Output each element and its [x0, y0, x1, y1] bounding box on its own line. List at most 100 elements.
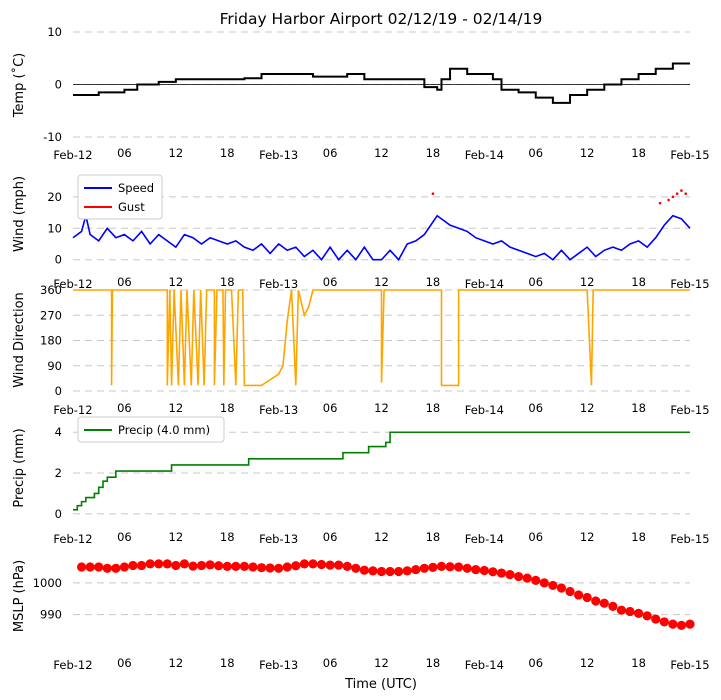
mslp-point [471, 564, 481, 575]
mslp-point [85, 562, 95, 572]
mslp-point [205, 560, 215, 570]
wdir-xtick-label: 12 [580, 401, 595, 415]
mslp-point [325, 560, 335, 570]
temp-ylabel: Temp (˚C) [11, 53, 27, 119]
wdir-xtick-label: Feb-14 [465, 403, 504, 417]
precip-ytick-label: 4 [55, 425, 62, 439]
mslp-point [385, 566, 395, 577]
wdir-ytick-label: 0 [55, 384, 62, 398]
mslp-point [556, 583, 567, 593]
mslp-point [428, 562, 438, 572]
mslp-point [548, 580, 558, 591]
mslp-point [265, 563, 275, 573]
wind-xtick-label: 12 [580, 275, 595, 289]
mslp-xtick-label: 06 [117, 656, 132, 670]
mslp-point [488, 567, 498, 577]
wind-ytick-label: 10 [47, 221, 62, 235]
mslp-point [351, 563, 361, 573]
mslp-point [573, 590, 584, 600]
mslp-point [616, 605, 627, 615]
wind-xtick-label: Feb-15 [670, 277, 709, 291]
wdir-ytick-label: 180 [40, 334, 62, 348]
temp-xtick-label: Feb-13 [259, 148, 298, 162]
mslp-point [291, 561, 301, 571]
wdir-xtick-label: 18 [426, 401, 441, 415]
temp-xtick-label: 12 [374, 146, 389, 160]
wind-ylabel: Wind (mph) [12, 176, 27, 252]
mslp-point [531, 575, 541, 585]
precip-ylabel: Precip (mm) [12, 428, 27, 507]
precip-xtick-label: 06 [117, 530, 132, 544]
wdir-xtick-label: Feb-15 [670, 403, 709, 417]
mslp-xtick-label: 12 [374, 656, 389, 670]
mslp-point [171, 560, 181, 571]
temp-xtick-label: 06 [528, 146, 543, 160]
mslp-point [256, 563, 267, 573]
temp-ytick-label: -10 [43, 130, 62, 144]
x-axis-label: Time (UTC) [344, 677, 417, 692]
mslp-point [282, 562, 292, 572]
mslp-point [394, 566, 404, 577]
mslp-xtick-label: 12 [169, 656, 184, 670]
precip-panel: 0 2 4 Precip (mm) Feb-12 06 12 18 Feb-13 06 12 18 Fe… [12, 416, 710, 546]
mslp-panel: 990 1000 MSLP (hPa) Feb-12 06 12 18 Feb-13 06 12 1… [12, 559, 710, 672]
mslp-point [111, 563, 121, 573]
mslp-point [633, 608, 644, 618]
precip-xtick-label: Feb-14 [465, 532, 504, 546]
mslp-xtick-label: Feb-13 [259, 658, 298, 672]
wdir-ylabel: Wind Direction [12, 292, 27, 388]
precip-ytick-label: 2 [55, 466, 62, 480]
mslp-ytick-label: 990 [40, 608, 62, 622]
mslp-point [376, 566, 387, 577]
wind-xtick-label: 06 [323, 275, 338, 289]
wind-xtick-label: 18 [426, 275, 441, 289]
mslp-point [368, 566, 378, 576]
mslp-point [316, 559, 327, 570]
wdir-xtick-label: 12 [169, 401, 184, 415]
precip-xtick-label: 12 [169, 530, 184, 544]
wdir-xtick-label: 18 [220, 401, 235, 415]
mslp-point [496, 568, 507, 578]
wind-xtick-label: 12 [169, 275, 184, 289]
mslp-xtick-label: 12 [580, 656, 595, 670]
mslp-point [154, 559, 164, 569]
mslp-point [651, 614, 661, 624]
mslp-point [222, 561, 232, 572]
wind-xtick-label: Feb-13 [259, 277, 298, 291]
gust-point [431, 192, 435, 196]
precip-xtick-label: Feb-12 [53, 532, 92, 546]
wdir-ytick-label: 90 [47, 359, 62, 373]
wind-xtick-label: 06 [117, 275, 132, 289]
gust-point [680, 189, 683, 192]
temp-panel: -10 0 10 Temp (˚C) Feb-12 06 12 18 Feb-13 06 12 18 F… [11, 25, 710, 162]
wind-xtick-label: Feb-12 [53, 277, 92, 291]
temp-xtick-label: 06 [323, 146, 338, 160]
precip-xtick-label: Feb-15 [670, 532, 709, 546]
wind-legend-label: Gust [118, 200, 145, 214]
temp-xtick-label: 12 [580, 146, 595, 160]
mslp-point [76, 562, 87, 572]
mslp-point [505, 570, 515, 580]
wdir-ytick-label: 270 [40, 308, 62, 322]
temp-xtick-label: 18 [631, 146, 646, 160]
temp-series-line [73, 62, 690, 104]
mslp-point [248, 562, 258, 572]
wind-xtick-label: Feb-14 [465, 277, 504, 291]
mslp-point [136, 560, 147, 571]
mslp-point [128, 560, 138, 571]
gust-point [671, 195, 675, 199]
mslp-point [668, 619, 678, 629]
wdir-xtick-label: 18 [631, 401, 646, 415]
mslp-xtick-label: 06 [528, 656, 543, 670]
mslp-point [359, 565, 369, 575]
precip-xtick-label: Feb-13 [259, 532, 298, 546]
gust-point [675, 192, 679, 196]
mslp-xtick-label: 18 [631, 656, 646, 670]
precip-xtick-label: 18 [631, 530, 646, 544]
temp-xtick-label: 06 [117, 146, 132, 160]
wind-xtick-label: 12 [374, 275, 389, 289]
mslp-point [685, 619, 695, 629]
wind-legend-label: Speed [118, 181, 154, 195]
gust-point [667, 198, 670, 202]
wind-ytick-label: 0 [55, 253, 62, 267]
